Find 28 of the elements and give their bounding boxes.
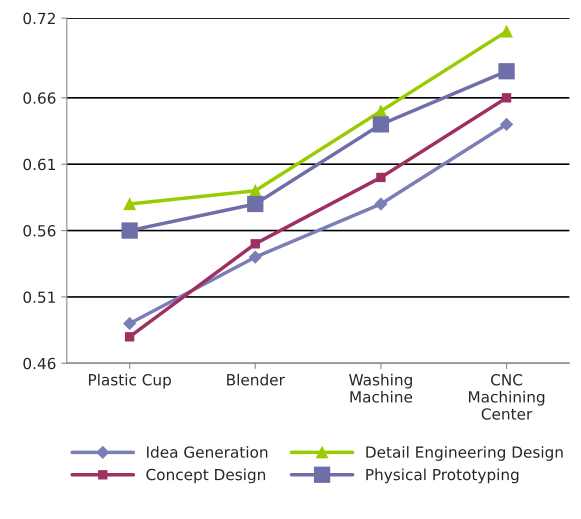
legend-label: Detail Engineering Design bbox=[366, 446, 563, 461]
point bbox=[121, 222, 138, 239]
point bbox=[500, 25, 513, 38]
point bbox=[498, 63, 515, 80]
legend-label: Concept Design bbox=[146, 468, 266, 484]
y-tick-label: 0.61 bbox=[23, 158, 55, 170]
point bbox=[502, 93, 512, 102]
legend-label: Idea Generation bbox=[147, 446, 268, 458]
y-tick-label: 0.46 bbox=[23, 358, 56, 370]
y-tick-label: 0.66 bbox=[23, 92, 56, 104]
legend-label: Physical Prototyping bbox=[366, 468, 518, 484]
point bbox=[250, 239, 260, 249]
point bbox=[374, 198, 388, 210]
y-tick-label: 0.56 bbox=[23, 225, 56, 237]
point bbox=[500, 118, 513, 131]
point bbox=[124, 332, 134, 342]
point bbox=[124, 198, 136, 210]
point bbox=[376, 172, 386, 182]
point bbox=[248, 250, 262, 264]
point bbox=[247, 196, 264, 212]
y-tick-label: 0.51 bbox=[23, 291, 55, 303]
x-tick-label: Plastic Cup bbox=[88, 374, 171, 389]
y-tick-label: 0.72 bbox=[23, 12, 55, 24]
x-tick-label: CNC Machining Center bbox=[468, 374, 544, 420]
x-tick-label: Blender bbox=[227, 374, 285, 386]
point bbox=[372, 116, 390, 133]
x-tick-label: Washing Machine bbox=[349, 374, 412, 403]
point bbox=[123, 317, 136, 330]
